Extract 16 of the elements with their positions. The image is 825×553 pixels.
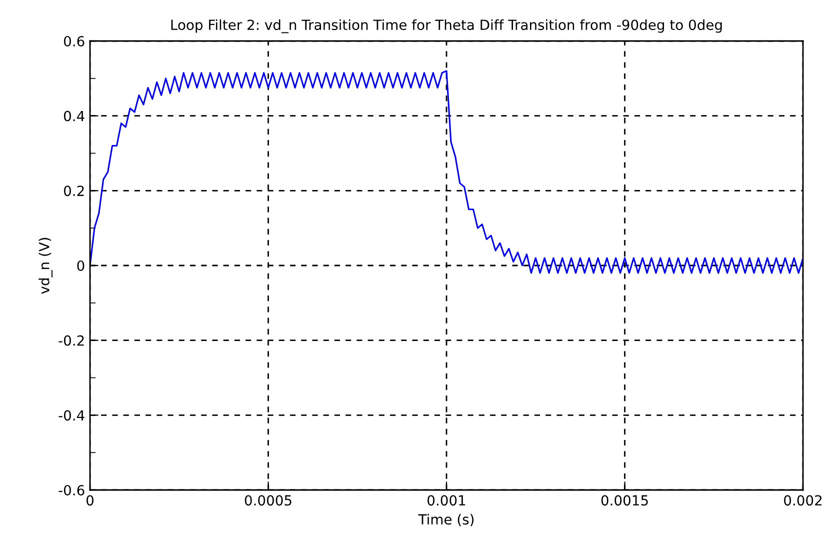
y-tick-label: 0.4	[64, 110, 84, 122]
y-tick-label: -0.4	[58, 410, 84, 421]
line-series	[90, 70, 803, 274]
y-tick-label: -0.2	[58, 335, 84, 346]
x-tick-label: 0.0015	[601, 495, 648, 506]
y-tick-label: -0.6	[58, 484, 84, 496]
x-tick-label: 0.0005	[244, 495, 292, 506]
y-axis-title: vd_n (V)	[38, 238, 52, 294]
x-tick-label: 0.001	[428, 495, 466, 506]
x-axis-title: Time (s)	[418, 514, 474, 526]
y-tick-label: 0.2	[64, 186, 84, 196]
y-tick-label: 0	[77, 260, 84, 271]
y-tick-label: 0.6	[64, 36, 84, 46]
x-tick-label: 0	[86, 495, 94, 506]
x-tick-label: 0.002	[784, 495, 822, 506]
chart-title: Loop Filter 2: vd_n Transition Time for Theta Diff Transition from -90deg to 0deg	[171, 19, 722, 34]
